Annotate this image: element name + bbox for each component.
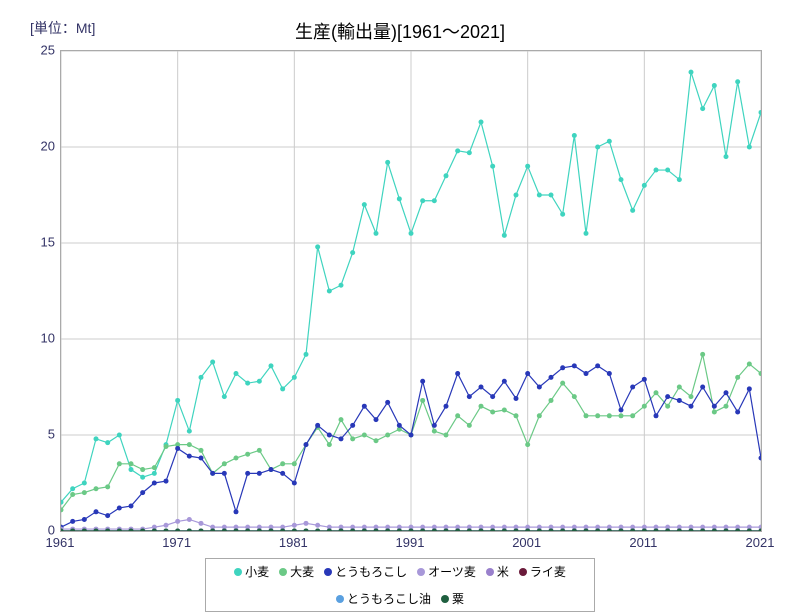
legend-marker-icon <box>279 568 287 576</box>
legend-marker-icon <box>324 568 332 576</box>
legend-marker-icon <box>486 568 494 576</box>
legend-item: 粟 <box>441 590 464 607</box>
legend-item: とうもろこし <box>324 563 407 580</box>
xtick-label: 1981 <box>279 535 308 550</box>
legend-label: 粟 <box>452 590 464 607</box>
legend-item: ライ麦 <box>519 563 566 580</box>
legend-marker-icon <box>441 595 449 603</box>
legend-label: とうもろこし油 <box>347 590 431 607</box>
chart-title: 生産(輸出量)[1961～2021] <box>295 18 505 44</box>
legend-label: 大麦 <box>290 563 314 580</box>
ytick-label: 25 <box>15 43 55 58</box>
plot-area <box>60 50 762 532</box>
legend-marker-icon <box>519 568 527 576</box>
legend-label: 小麦 <box>245 563 269 580</box>
unit-label: [単位：Mt] <box>30 18 95 38</box>
legend-marker-icon <box>234 568 242 576</box>
legend-item: 米 <box>486 563 509 580</box>
xtick-label: 1971 <box>162 535 191 550</box>
chart-lines <box>61 51 761 531</box>
legend-marker-icon <box>336 595 344 603</box>
xtick-label: 1991 <box>396 535 425 550</box>
xtick-label: 2001 <box>512 535 541 550</box>
ytick-label: 5 <box>15 427 55 442</box>
legend-label: ライ麦 <box>530 563 566 580</box>
legend-item: 大麦 <box>279 563 314 580</box>
xtick-label: 2021 <box>746 535 775 550</box>
legend-label: とうもろこし <box>335 563 407 580</box>
xtick-label: 2011 <box>629 535 657 550</box>
xtick-label: 1961 <box>46 535 75 550</box>
chart-container: [単位：Mt] 生産(輸出量)[1961～2021] 0510152025 19… <box>10 10 790 590</box>
legend-marker-icon <box>417 568 425 576</box>
ytick-label: 10 <box>15 331 55 346</box>
legend-item: とうもろこし油 <box>336 590 431 607</box>
legend: 小麦 大麦 とうもろこし オーツ麦 米 ライ麦とうもろこし油 粟 <box>205 558 595 612</box>
legend-label: 米 <box>497 563 509 580</box>
legend-item: オーツ麦 <box>417 563 476 580</box>
ytick-label: 15 <box>15 235 55 250</box>
legend-label: オーツ麦 <box>428 563 476 580</box>
ytick-label: 20 <box>15 139 55 154</box>
legend-item: 小麦 <box>234 563 269 580</box>
